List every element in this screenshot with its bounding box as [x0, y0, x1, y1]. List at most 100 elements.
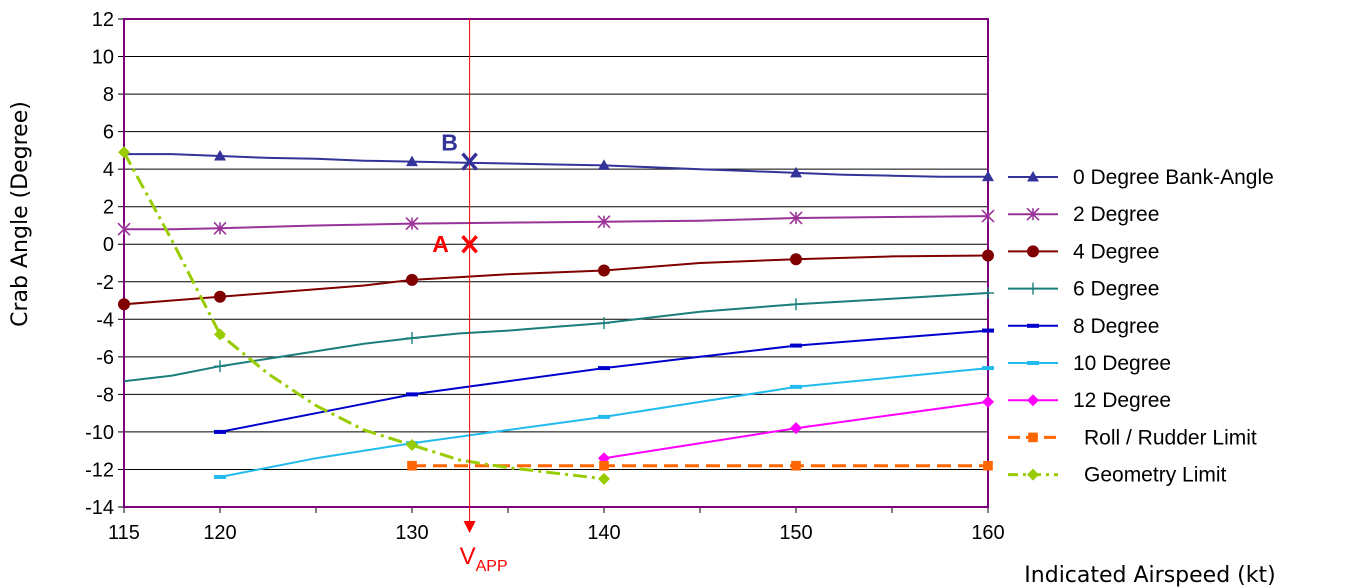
marker-triangle — [790, 166, 802, 178]
series-3 — [123, 287, 994, 383]
marker-square — [791, 460, 801, 471]
cross-stroke — [461, 152, 478, 171]
marker-triangle — [982, 170, 994, 182]
marker-asterisk — [981, 209, 995, 223]
tick-labels: 12 10 8 6 4 2 0 -2 -4 -6 -8 -10 -12 -14 115 120 130 140 15… — [85, 9, 1005, 544]
marker-asterisk — [597, 215, 611, 229]
vapp-label-sub: APP — [476, 558, 508, 575]
series-line — [124, 153, 988, 178]
point-A: A — [432, 231, 478, 257]
series-4 — [214, 328, 994, 434]
marker-dash — [1027, 361, 1039, 365]
marker-plus — [406, 332, 418, 345]
y-tick-label: 10 — [92, 47, 114, 69]
x-cross-icon — [461, 152, 478, 171]
legend-label: Geometry Limit — [1084, 464, 1227, 487]
legend-label: 12 Degree — [1073, 389, 1171, 412]
series-0 — [124, 150, 994, 182]
vapp-arrow-icon — [463, 521, 476, 533]
series-6 — [598, 395, 994, 465]
legend-item: 10 Degree — [1008, 352, 1171, 375]
marker-diamond — [118, 146, 130, 159]
marker-dash — [214, 429, 226, 434]
marker-diamond — [790, 422, 802, 435]
marker-circle — [214, 290, 226, 303]
marker-circle — [118, 298, 130, 311]
legend-item: 8 Degree — [1008, 315, 1159, 338]
marker-circle — [790, 253, 802, 266]
marker-circle — [1027, 245, 1039, 258]
point-label-B: B — [441, 130, 458, 156]
x-cross-icon — [461, 235, 478, 254]
y-tick-label: 2 — [103, 197, 114, 219]
grid-lines — [124, 56, 988, 470]
x-tick-label: 130 — [395, 522, 428, 544]
marker-dash — [598, 366, 610, 371]
marker-diamond — [406, 439, 418, 452]
marker-plus — [1027, 282, 1039, 295]
cross-stroke — [461, 235, 478, 254]
marker-dash — [790, 384, 802, 389]
marker-circle — [406, 273, 418, 286]
y-tick-label: 12 — [92, 9, 114, 31]
series-line — [122, 151, 605, 481]
marker-dash — [982, 366, 994, 371]
plot-area-frame — [123, 18, 989, 508]
legend-label: 10 Degree — [1073, 352, 1171, 375]
x-tick-label: 150 — [779, 522, 812, 544]
marker-diamond — [982, 395, 994, 408]
legend-label: Roll / Rudder Limit — [1084, 426, 1257, 449]
y-tick-label: -14 — [85, 497, 114, 519]
y-tick-label: 8 — [103, 84, 114, 106]
legend-label: 0 Degree Bank-Angle — [1073, 166, 1274, 189]
legend-item: Geometry Limit — [1008, 464, 1227, 487]
legend-label: 8 Degree — [1073, 315, 1159, 338]
y-tick-label: -2 — [96, 272, 114, 294]
legend-item: 6 Degree — [1008, 278, 1159, 301]
series-7 — [407, 460, 993, 471]
marker-dash — [1027, 323, 1039, 328]
legend-label: 6 Degree — [1073, 278, 1159, 301]
marker-asterisk — [1026, 207, 1040, 221]
y-tick-label: -4 — [96, 309, 114, 331]
series-2 — [118, 249, 994, 311]
axes — [118, 18, 989, 513]
y-tick-label: -10 — [85, 422, 114, 444]
series-line — [123, 292, 989, 383]
marker-dash — [406, 392, 418, 397]
legend-label: 2 Degree — [1073, 203, 1159, 226]
y-tick-label: 4 — [103, 159, 114, 181]
legend-item: 2 Degree — [1008, 203, 1159, 226]
data-series — [117, 146, 995, 485]
marker-square — [407, 460, 417, 471]
marker-plus — [598, 317, 610, 330]
point-label-A: A — [432, 231, 449, 257]
vapp-label-main: V — [460, 543, 476, 570]
marker-plus — [982, 287, 994, 300]
marker-triangle — [214, 150, 226, 161]
y-tick-label: 0 — [103, 234, 114, 256]
legend-item: Roll / Rudder Limit — [1008, 426, 1257, 449]
marker-square — [983, 460, 993, 471]
series-line — [123, 254, 989, 306]
marker-diamond — [1027, 468, 1039, 481]
series-line — [124, 215, 989, 231]
marker-dash — [214, 474, 226, 479]
x-axis-title: Indicated Airspeed (kt) — [1024, 563, 1275, 588]
marker-circle — [982, 249, 994, 262]
vapp-label: VAPP — [460, 543, 508, 575]
marker-diamond — [1027, 394, 1039, 407]
series-1 — [117, 209, 995, 236]
y-tick-label: 6 — [103, 122, 114, 144]
marker-triangle — [406, 155, 418, 167]
point-B: B — [441, 130, 478, 171]
marker-dash — [598, 414, 610, 419]
x-tick-label: 140 — [587, 522, 620, 544]
x-tick-label: 120 — [203, 522, 236, 544]
marker-diamond — [598, 472, 610, 485]
marker-circle — [598, 264, 610, 277]
y-tick-label: -6 — [96, 347, 114, 369]
y-axis-title: Crab Angle (Degree) — [8, 101, 33, 327]
marker-plus — [214, 360, 226, 373]
